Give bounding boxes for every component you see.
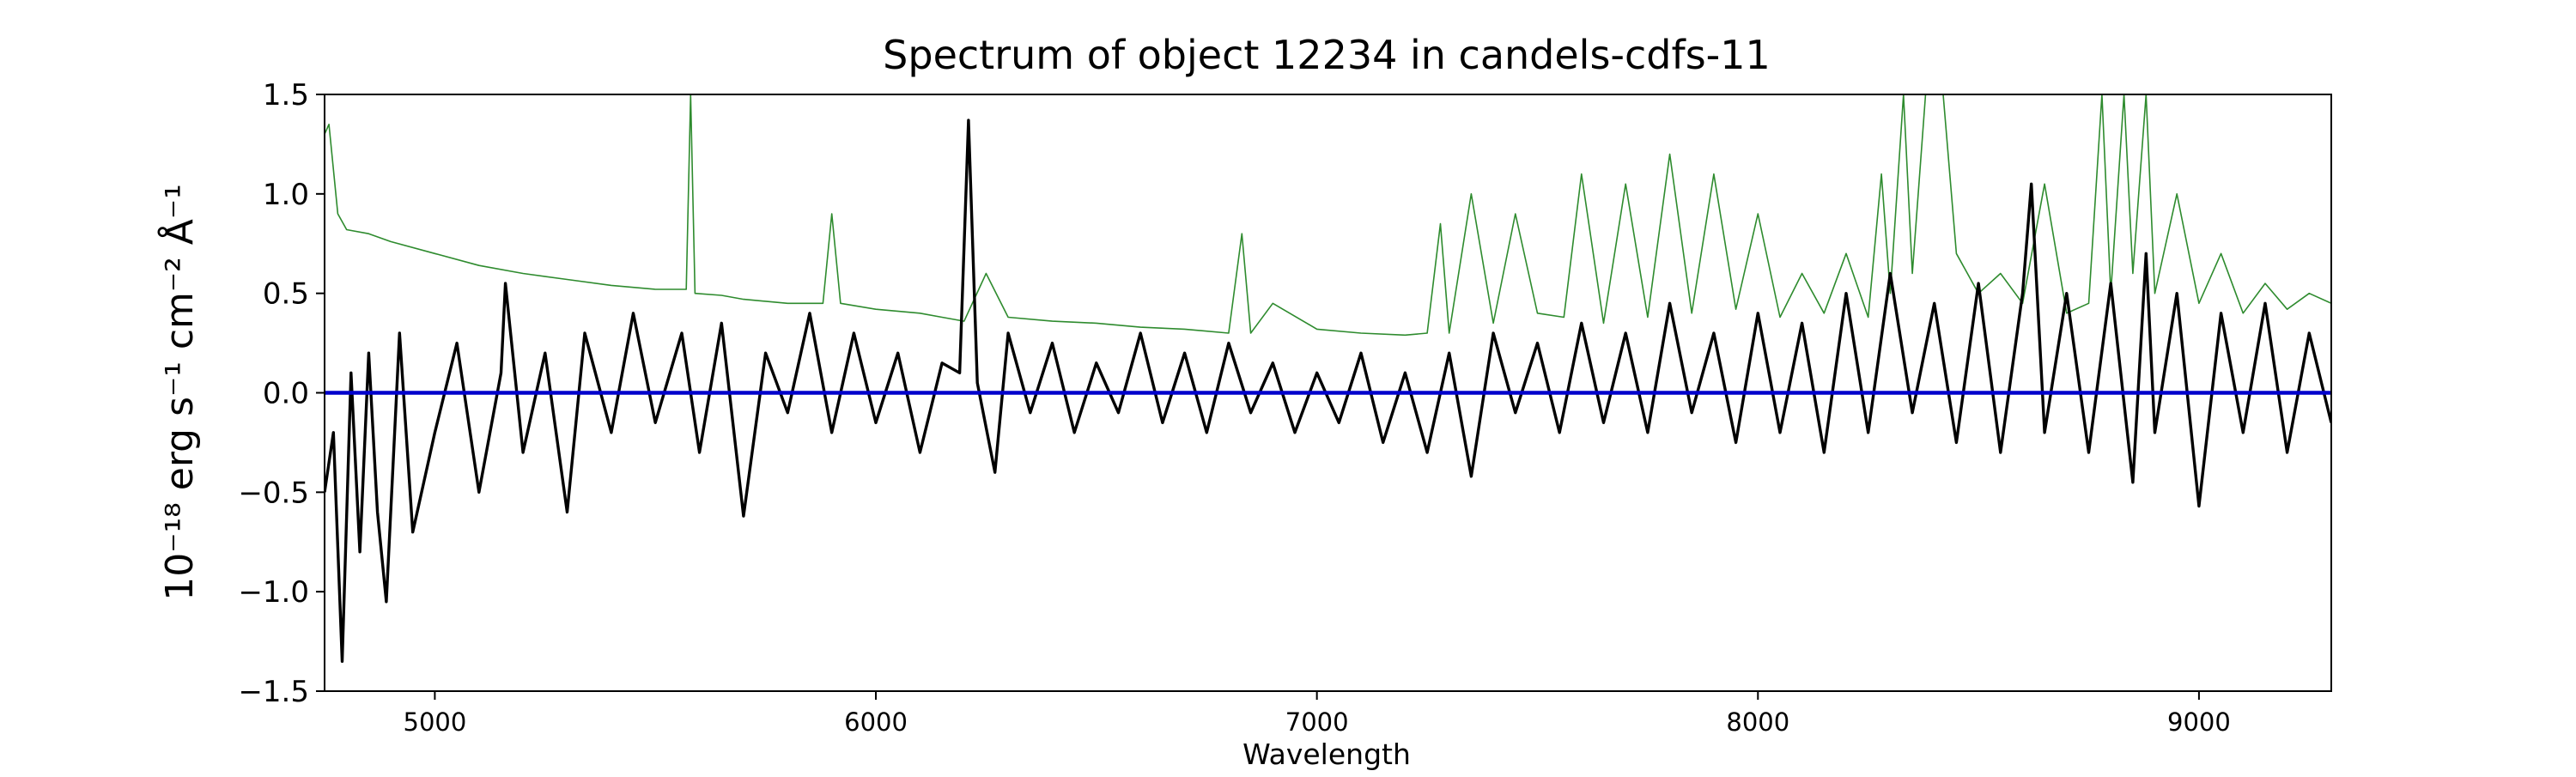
y-tick-label: 1.0 xyxy=(263,178,309,212)
plot-area xyxy=(324,94,2332,692)
y-axis-label: 10⁻¹⁸ erg s⁻¹ cm⁻² Å⁻¹ xyxy=(156,184,202,600)
x-tick-label: 8000 xyxy=(1726,707,1789,737)
x-tick-label: 5000 xyxy=(404,707,467,737)
model-series-line xyxy=(325,94,2331,337)
x-axis-label: Wavelength xyxy=(1242,738,1411,771)
x-tick-label: 7000 xyxy=(1285,707,1349,737)
y-tick-label: 1.5 xyxy=(263,78,309,112)
x-tick-label: 6000 xyxy=(844,707,908,737)
y-tick-label: 0.0 xyxy=(263,377,309,411)
y-tick-label: −1.5 xyxy=(238,675,309,709)
x-tick-label: 9000 xyxy=(2167,707,2231,737)
chart-title: Spectrum of object 12234 in candels-cdfs… xyxy=(883,32,1771,78)
flux-series-line xyxy=(325,118,2331,663)
y-tick-label: −0.5 xyxy=(238,476,309,510)
y-axis: 1.5 1.0 0.5 0.0 −0.5 −1.0 −1.5 xyxy=(238,78,325,709)
x-axis: 5000 6000 7000 8000 9000 xyxy=(404,691,2231,737)
y-tick-label: −1.0 xyxy=(238,575,309,610)
y-tick-label: 0.5 xyxy=(263,277,309,312)
